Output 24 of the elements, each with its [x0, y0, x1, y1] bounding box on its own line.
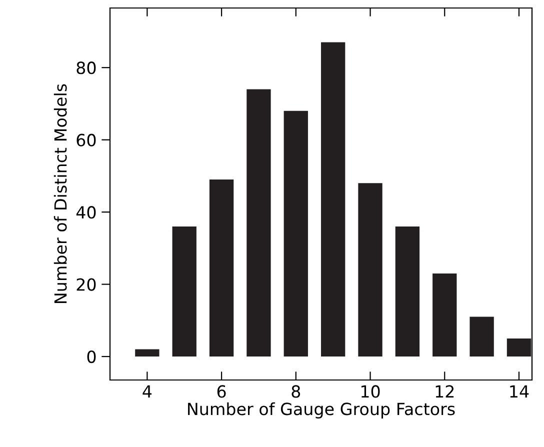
bar	[432, 273, 457, 357]
bar	[209, 180, 234, 357]
bar	[470, 316, 494, 357]
bar	[395, 226, 420, 357]
x-tick-label: 4	[142, 385, 152, 398]
y-tick-label: 40	[76, 206, 96, 219]
y-axis-title: Number of Distinct Models	[54, 84, 67, 303]
x-tick-label: 10	[361, 385, 380, 398]
bar	[284, 110, 308, 357]
bar	[246, 89, 271, 357]
bar	[135, 349, 160, 357]
y-tick-label: 80	[76, 62, 96, 74]
x-tick-label: 12	[436, 385, 454, 398]
bar	[321, 42, 346, 357]
x-axis-title: Number of Gauge Group Factors	[188, 402, 455, 419]
x-tick-label: 8	[292, 385, 300, 398]
bar	[506, 338, 532, 357]
y-tick-label: 0	[87, 350, 96, 364]
y-tick-label: 60	[76, 134, 96, 146]
x-tick-label: 6	[217, 385, 226, 398]
bar	[172, 226, 196, 357]
x-tick-label: 14	[510, 385, 529, 398]
y-tick-label: 20	[76, 278, 96, 291]
bar	[358, 183, 382, 357]
